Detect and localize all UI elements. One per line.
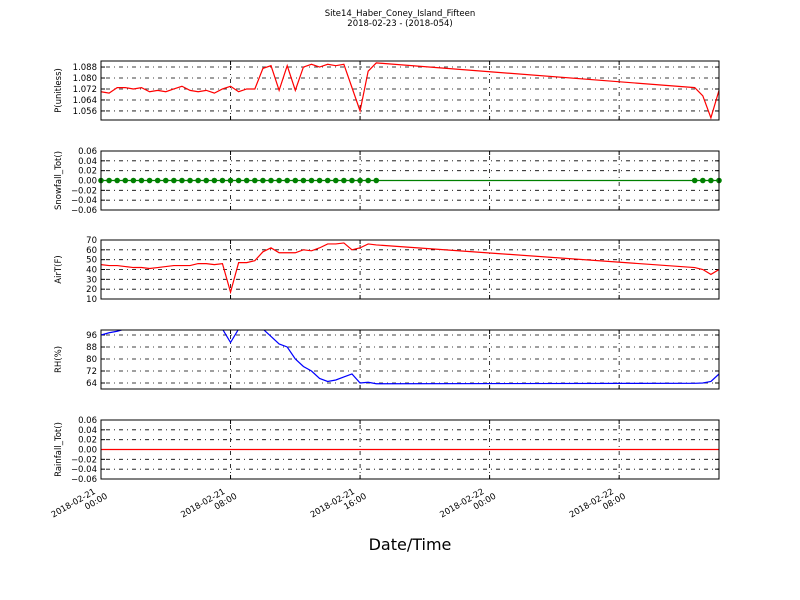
- y-axis-label: Rainfall_Tot(): [54, 422, 64, 477]
- data-point: [332, 177, 339, 184]
- chart-subtitle: 2018-02-23 - (2018-054): [347, 19, 452, 29]
- data-point: [300, 177, 307, 184]
- data-point: [211, 177, 218, 184]
- y-tick-label: 30: [86, 275, 97, 285]
- data-point: [700, 177, 706, 184]
- y-tick-label: 0.06: [78, 416, 97, 426]
- data-point: [316, 177, 323, 184]
- plot-frame: [100, 150, 720, 211]
- data-point: [292, 177, 299, 184]
- data-point: [252, 177, 258, 184]
- plot-frame: [100, 419, 720, 480]
- data-point: [179, 177, 185, 184]
- y-axis-label: RH(%): [54, 346, 64, 373]
- y-tick-label: −0.04: [71, 196, 97, 206]
- y-tick-label: 40: [86, 266, 97, 276]
- data-point: [708, 177, 714, 184]
- data-point: [146, 177, 153, 184]
- y-tick-label: −0.06: [71, 475, 97, 485]
- y-tick-label: 50: [86, 256, 97, 266]
- data-point: [365, 177, 371, 184]
- y-tick-label: 0.00: [78, 177, 97, 187]
- y-tick-label: 10: [86, 295, 97, 305]
- plot-frame: [100, 329, 720, 390]
- data-point: [324, 177, 331, 184]
- y-tick-label: 64: [86, 379, 97, 389]
- series-line: [101, 330, 719, 385]
- y-tick-label: 0.02: [78, 167, 97, 177]
- plot-frame: [100, 239, 720, 300]
- data-point: [341, 177, 347, 184]
- y-tick-label: 1.080: [73, 74, 97, 84]
- data-point: [122, 177, 129, 184]
- y-tick-label: 60: [86, 246, 97, 256]
- y-tick-label: 0.04: [78, 157, 97, 167]
- y-tick-label: 1.072: [73, 85, 97, 95]
- y-axis-label: Snowfall_Tot(): [54, 151, 64, 210]
- data-point: [187, 177, 193, 184]
- data-point: [284, 177, 291, 184]
- y-tick-label: 0.06: [78, 147, 97, 157]
- data-point: [106, 177, 112, 184]
- data-point: [243, 177, 250, 184]
- chart-title: Site14_Haber_Coney_Island_Fifteen: [325, 9, 476, 19]
- data-point: [268, 177, 274, 184]
- data-point: [138, 177, 145, 184]
- data-point: [203, 177, 210, 184]
- data-point: [171, 177, 177, 184]
- y-tick-label: −0.02: [71, 186, 97, 196]
- data-point: [195, 177, 201, 184]
- plot-frame: [100, 60, 720, 121]
- y-tick-label: 80: [86, 355, 97, 365]
- data-point: [227, 177, 234, 184]
- y-tick-label: 0.04: [78, 426, 97, 436]
- data-point: [235, 177, 242, 184]
- data-point: [308, 177, 315, 184]
- data-point: [349, 177, 355, 184]
- y-tick-label: 70: [86, 236, 97, 246]
- y-axis-label: AirT(F): [54, 255, 64, 283]
- y-tick-label: −0.02: [71, 455, 97, 465]
- data-point: [373, 177, 380, 184]
- y-tick-label: −0.06: [71, 206, 97, 216]
- y-tick-label: 72: [86, 367, 97, 377]
- data-point: [154, 177, 161, 184]
- y-tick-label: 1.088: [73, 63, 97, 73]
- data-point: [276, 177, 282, 184]
- series-line: [101, 62, 719, 120]
- data-point: [691, 177, 698, 184]
- data-point: [130, 177, 137, 184]
- data-point: [114, 177, 120, 184]
- data-point: [219, 177, 226, 184]
- y-axis-label: P(unitless): [54, 68, 64, 113]
- y-tick-label: 96: [86, 331, 97, 341]
- x-axis-label: Date/Time: [369, 535, 452, 554]
- series-line: [101, 242, 719, 295]
- y-tick-label: 0.00: [78, 446, 97, 456]
- data-point: [357, 177, 363, 184]
- data-point: [162, 177, 169, 184]
- y-tick-label: 20: [86, 285, 97, 295]
- y-tick-label: 0.02: [78, 436, 97, 446]
- y-tick-label: 1.056: [73, 107, 97, 117]
- y-tick-label: −0.04: [71, 465, 97, 475]
- y-tick-label: 1.064: [73, 96, 97, 106]
- y-tick-label: 88: [86, 343, 97, 353]
- data-point: [260, 177, 266, 184]
